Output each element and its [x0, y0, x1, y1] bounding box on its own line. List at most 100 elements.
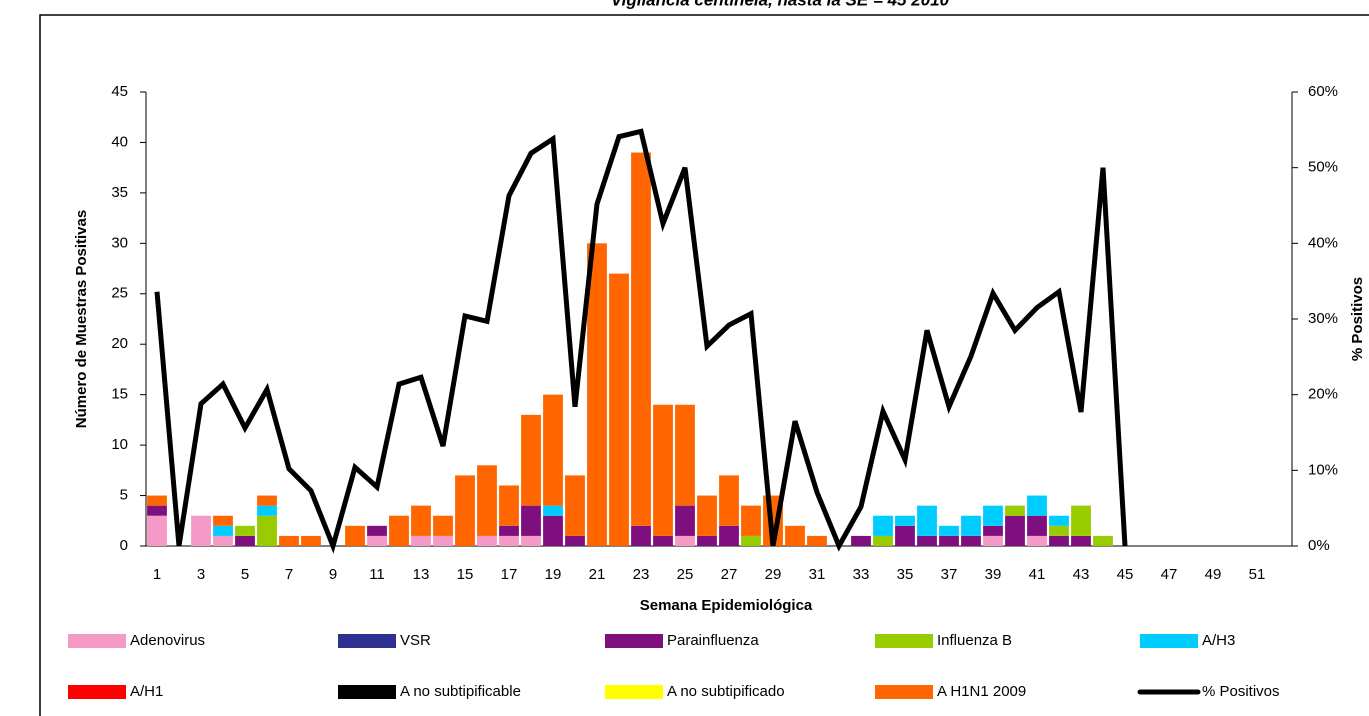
- legend-label: Parainfluenza: [667, 632, 759, 649]
- bar: [1071, 535, 1091, 546]
- bar: [631, 525, 651, 546]
- bar: [939, 535, 959, 546]
- y2-tick-label: 10%: [1308, 461, 1338, 478]
- x-tick-label: 3: [197, 566, 205, 583]
- bar: [147, 505, 167, 516]
- legend-swatch: [338, 685, 396, 699]
- legend-swatch: [68, 634, 126, 648]
- bar: [587, 243, 607, 547]
- legend-swatch: [68, 685, 126, 699]
- bar: [653, 535, 673, 546]
- x-tick-label: 11: [369, 566, 385, 583]
- x-tick-label: 51: [1249, 566, 1266, 583]
- y2-tick-label: 60%: [1308, 83, 1338, 100]
- x-tick-label: 13: [413, 566, 430, 583]
- legend-label: VSR: [400, 632, 431, 649]
- x-tick-label: 49: [1205, 566, 1222, 583]
- x-tick-label: 43: [1073, 566, 1090, 583]
- x-tick-label: 29: [765, 566, 782, 583]
- bar: [1027, 515, 1047, 536]
- bar: [785, 525, 805, 546]
- bar: [147, 515, 167, 546]
- bar: [1071, 505, 1091, 536]
- bar: [1049, 525, 1069, 536]
- bar: [697, 535, 717, 546]
- x-tick-label: 39: [985, 566, 1002, 583]
- bar: [367, 525, 387, 536]
- y-tick-label: 15: [111, 386, 128, 403]
- bar: [895, 515, 915, 526]
- bar: [521, 505, 541, 536]
- bar: [389, 515, 409, 546]
- bar: [1049, 515, 1069, 526]
- x-tick-label: 47: [1161, 566, 1178, 583]
- bar: [983, 535, 1003, 546]
- x-tick-label: 35: [897, 566, 914, 583]
- bar: [433, 515, 453, 536]
- legend-swatch: [875, 685, 933, 699]
- bar: [631, 152, 651, 526]
- bar: [477, 535, 497, 546]
- y2-tick-label: 0%: [1308, 537, 1330, 554]
- legend-label: A/H3: [1202, 632, 1235, 649]
- bar: [257, 495, 277, 506]
- x-tick-label: 41: [1029, 566, 1046, 583]
- bar: [1005, 515, 1025, 546]
- legend-swatch: [605, 685, 663, 699]
- x-tick-label: 33: [853, 566, 870, 583]
- bar: [499, 485, 519, 526]
- bar: [543, 505, 563, 516]
- bar: [653, 404, 673, 536]
- bar: [807, 535, 827, 546]
- bar: [1049, 535, 1069, 546]
- bar: [345, 525, 365, 546]
- bar: [235, 535, 255, 546]
- bar: [675, 404, 695, 506]
- bar: [917, 535, 937, 546]
- bar: [521, 535, 541, 546]
- bar: [235, 525, 255, 536]
- y-tick-label: 5: [120, 487, 128, 504]
- bar: [983, 505, 1003, 526]
- legend-label: Influenza B: [937, 632, 1012, 649]
- y-tick-label: 20: [111, 335, 128, 352]
- bar: [191, 515, 211, 546]
- x-tick-label: 21: [589, 566, 606, 583]
- bar: [213, 525, 233, 536]
- y-tick-label: 45: [111, 83, 128, 100]
- legend-label: Adenovirus: [130, 632, 205, 649]
- legend-label: % Positivos: [1202, 683, 1280, 700]
- y-tick-label: 35: [111, 184, 128, 201]
- bar: [499, 535, 519, 546]
- x-tick-label: 31: [809, 566, 826, 583]
- x-tick-label: 45: [1117, 566, 1134, 583]
- x-tick-label: 37: [941, 566, 958, 583]
- bar: [301, 535, 321, 546]
- bar: [411, 505, 431, 536]
- y2-axis-label: % Positivos: [1349, 277, 1366, 361]
- line: [154, 128, 1128, 554]
- legend-swatch: [338, 634, 396, 648]
- y-tick-label: 10: [111, 436, 128, 453]
- bar: [565, 535, 585, 546]
- bar: [895, 525, 915, 546]
- y2-tick-label: 20%: [1308, 386, 1338, 403]
- bar: [499, 525, 519, 536]
- chart-frame: [39, 14, 1369, 716]
- bar: [917, 505, 937, 536]
- x-tick-label: 25: [677, 566, 694, 583]
- bar: [543, 515, 563, 546]
- bar: [279, 535, 299, 546]
- y-tick-label: 40: [111, 133, 128, 150]
- bar: [521, 414, 541, 506]
- bar: [697, 495, 717, 536]
- y-tick-label: 30: [111, 234, 128, 251]
- bar: [1027, 495, 1047, 516]
- bar: [1093, 535, 1113, 546]
- bar: [477, 465, 497, 536]
- bar: [543, 394, 563, 506]
- bar: [675, 505, 695, 536]
- y-tick-label: 25: [111, 285, 128, 302]
- chart-title: Vigilancia centinela, hasta la SE = 45 2…: [611, 0, 950, 9]
